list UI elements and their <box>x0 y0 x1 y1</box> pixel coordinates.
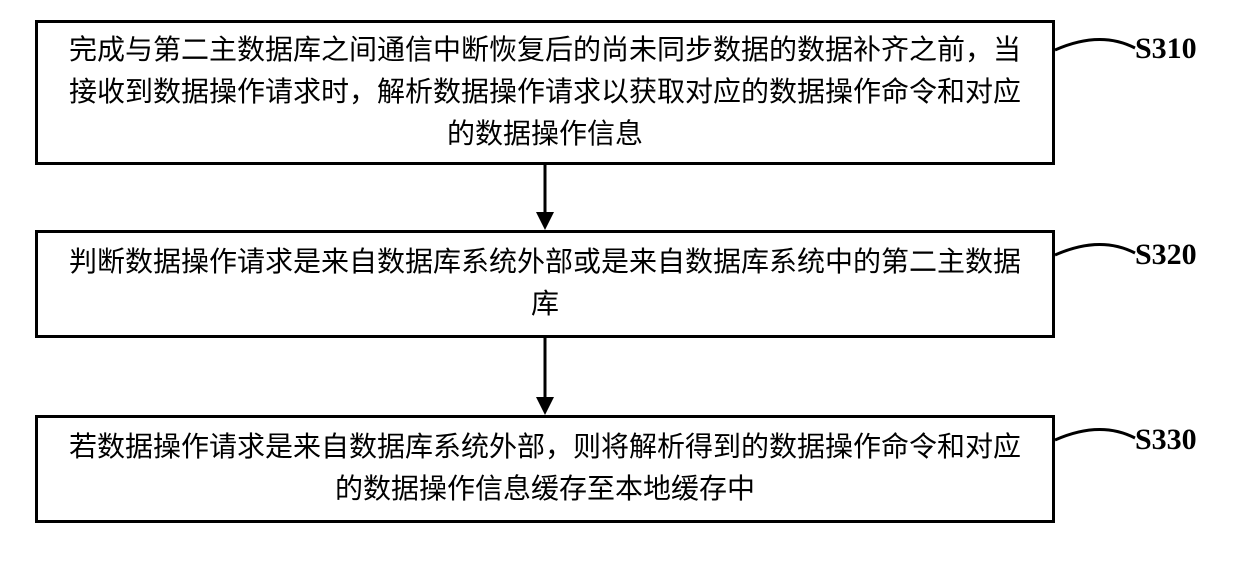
flow-step-s330: 若数据操作请求是来自数据库系统外部，则将解析得到的数据操作命令和对应的数据操作信… <box>35 415 1055 523</box>
label-text: S310 <box>1135 32 1197 65</box>
flow-step-label-s330: S330 <box>1135 423 1197 457</box>
flow-step-s320: 判断数据操作请求是来自数据库系统外部或是来自数据库系统中的第二主数据库 <box>35 230 1055 338</box>
label-text: S320 <box>1135 238 1197 271</box>
flow-step-label-s310: S310 <box>1135 32 1197 66</box>
flow-step-text: 判断数据操作请求是来自数据库系统外部或是来自数据库系统中的第二主数据库 <box>58 242 1032 326</box>
flow-step-label-s320: S320 <box>1135 238 1197 272</box>
flow-step-s310: 完成与第二主数据库之间通信中断恢复后的尚未同步数据的数据补齐之前，当接收到数据操… <box>35 20 1055 165</box>
flowchart-canvas: 完成与第二主数据库之间通信中断恢复后的尚未同步数据的数据补齐之前，当接收到数据操… <box>0 0 1240 580</box>
flow-step-text: 若数据操作请求是来自数据库系统外部，则将解析得到的数据操作命令和对应的数据操作信… <box>58 427 1032 511</box>
flow-step-text: 完成与第二主数据库之间通信中断恢复后的尚未同步数据的数据补齐之前，当接收到数据操… <box>58 30 1032 156</box>
label-text: S330 <box>1135 423 1197 456</box>
